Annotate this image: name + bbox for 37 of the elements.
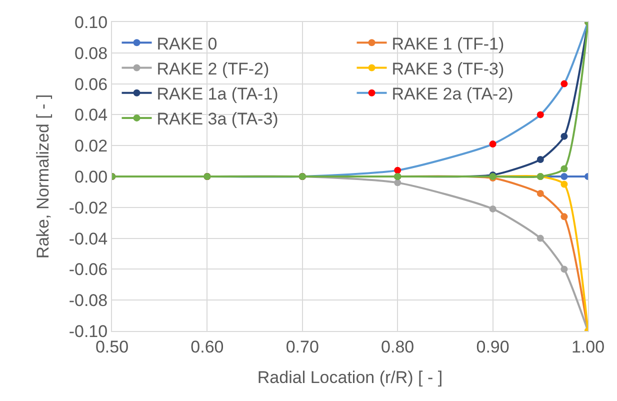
x-axis-title: Radial Location (r/R) [ - ] xyxy=(257,368,443,387)
x-tick-label: 0.70 xyxy=(286,337,319,356)
point xyxy=(536,156,544,164)
legend-label: RAKE 2a (TA-2) xyxy=(392,84,514,104)
y-tick-label: 0.02 xyxy=(74,136,108,156)
y-tick-label: 0.00 xyxy=(74,167,108,186)
y-tick-label: -0.04 xyxy=(68,229,108,248)
legend-label: RAKE 1a (TA-1) xyxy=(156,84,278,104)
point xyxy=(536,234,544,242)
legend-label: RAKE 3 (TF-3) xyxy=(392,59,504,78)
point xyxy=(560,266,568,273)
x-tick-label: 1.00 xyxy=(571,337,605,356)
y-axis-title: Rake, Normalized [ - ] xyxy=(33,94,52,259)
y-tick-label: -0.06 xyxy=(68,260,108,280)
point xyxy=(489,205,496,212)
point xyxy=(536,111,544,118)
x-tick-label: 0.80 xyxy=(381,337,414,356)
x-tick-label: 0.60 xyxy=(190,337,224,356)
point xyxy=(394,179,402,186)
y-tick-label: 0.10 xyxy=(74,12,108,32)
point xyxy=(560,80,568,88)
y-tick-label: -0.02 xyxy=(68,198,108,218)
y-tick-label: -0.08 xyxy=(68,291,108,310)
x-tick-label: 0.90 xyxy=(476,337,510,356)
y-tick-label: 0.08 xyxy=(74,44,108,63)
legend-label: RAKE 1 (TF-1) xyxy=(392,34,504,54)
y-tick-label: 0.04 xyxy=(74,106,108,125)
y-tick-label: 0.06 xyxy=(74,74,108,94)
point xyxy=(489,140,496,148)
legend-label: RAKE 2 (TF-2) xyxy=(156,59,270,78)
legend-label: RAKE 0 xyxy=(156,34,218,54)
point xyxy=(394,166,402,174)
point xyxy=(560,165,568,172)
point xyxy=(536,190,544,197)
point xyxy=(560,132,568,140)
point xyxy=(560,213,568,220)
legend-label: RAKE 3a (TA-3) xyxy=(156,110,278,129)
